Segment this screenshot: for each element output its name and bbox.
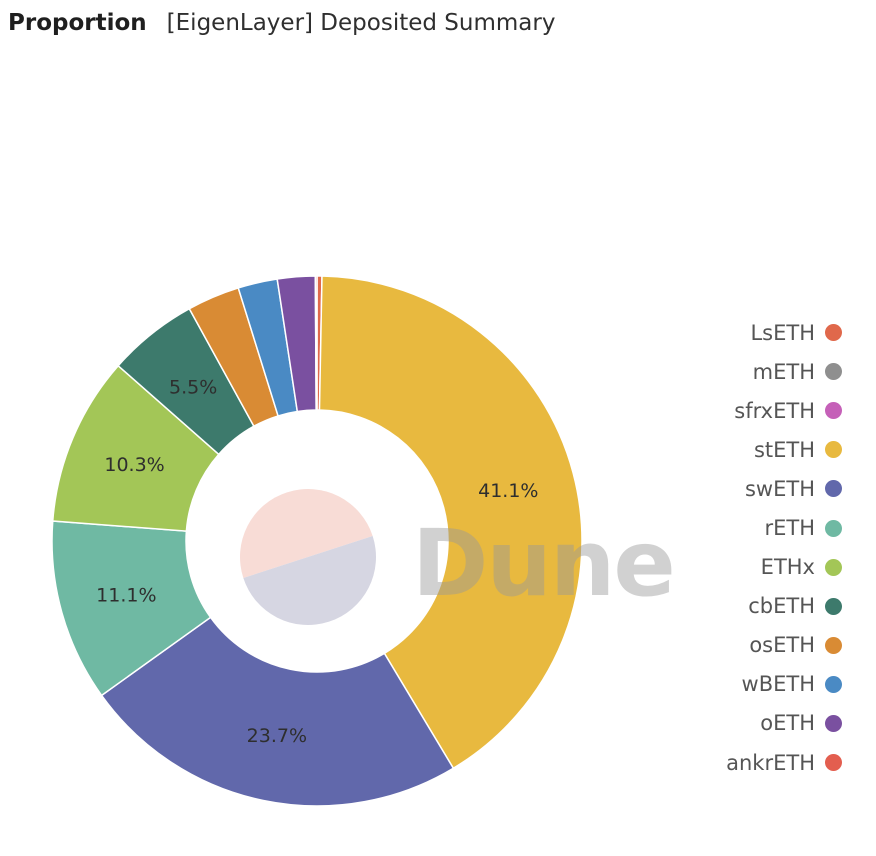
legend-label: wBETH: [741, 672, 815, 697]
legend-label: oETH: [760, 711, 815, 736]
legend-swatch-icon: [825, 324, 842, 342]
legend-item-oseth[interactable]: osETH: [622, 626, 842, 665]
chart-header: Proportion [EigenLayer] Deposited Summar…: [8, 10, 555, 36]
legend-item-reth[interactable]: rETH: [622, 508, 842, 547]
legend-label: ETHx: [760, 555, 815, 580]
legend-label: mETH: [752, 359, 815, 384]
legend-label: swETH: [744, 476, 815, 501]
legend-label: cbETH: [748, 594, 815, 619]
legend-label: ankrETH: [726, 750, 815, 775]
data-label-sweth: 23.7%: [247, 725, 307, 747]
legend-label: rETH: [764, 516, 815, 541]
legend-swatch-icon: [825, 754, 842, 772]
legend-swatch-icon: [825, 558, 842, 576]
chart-title: Proportion: [8, 10, 147, 36]
legend-swatch-icon: [825, 675, 842, 693]
slice-sweth[interactable]: [100, 616, 455, 807]
legend-item-lseth[interactable]: LsETH: [622, 313, 842, 352]
legend-swatch-icon: [825, 480, 842, 498]
legend-item-steth[interactable]: stETH: [622, 430, 842, 469]
legend-item-sweth[interactable]: swETH: [622, 469, 842, 508]
donut-slices: [51, 275, 583, 807]
legend-label: osETH: [749, 633, 815, 658]
slice-steth[interactable]: [318, 275, 583, 770]
legend: LsETH mETH sfrxETH stETH swETH rETH ETHx cbETH o…: [622, 313, 842, 782]
legend-swatch-icon: [825, 441, 842, 459]
legend-swatch-icon: [825, 714, 842, 732]
legend-item-ethx[interactable]: ETHx: [622, 548, 842, 587]
data-label-reth: 11.1%: [96, 584, 156, 606]
legend-item-ankreth[interactable]: ankrETH: [622, 743, 842, 782]
legend-item-meth[interactable]: mETH: [622, 352, 842, 391]
legend-item-cbeth[interactable]: cbETH: [622, 587, 842, 626]
legend-swatch-icon: [825, 363, 842, 381]
legend-swatch-icon: [825, 636, 842, 654]
legend-swatch-icon: [825, 597, 842, 615]
slice-ankreth[interactable]: [314, 275, 318, 411]
dune-logo-icon: [240, 489, 376, 625]
legend-swatch-icon: [825, 519, 842, 537]
legend-item-oeth[interactable]: oETH: [622, 704, 842, 743]
dune-watermark: Dune: [412, 510, 674, 617]
data-label-cbeth: 5.5%: [169, 376, 217, 398]
legend-label: stETH: [753, 437, 815, 462]
legend-item-wbeth[interactable]: wBETH: [622, 665, 842, 704]
chart-subtitle: [EigenLayer] Deposited Summary: [166, 10, 556, 36]
slice-labels: 41.1% 23.7% 11.1% 10.3% 5.5%: [96, 376, 538, 746]
legend-swatch-icon: [825, 402, 842, 420]
legend-label: sfrxETH: [734, 398, 815, 423]
legend-item-sfrxeth[interactable]: sfrxETH: [622, 391, 842, 430]
legend-label: LsETH: [750, 320, 815, 345]
data-label-ethx: 10.3%: [104, 454, 164, 476]
data-label-steth: 41.1%: [478, 480, 538, 502]
